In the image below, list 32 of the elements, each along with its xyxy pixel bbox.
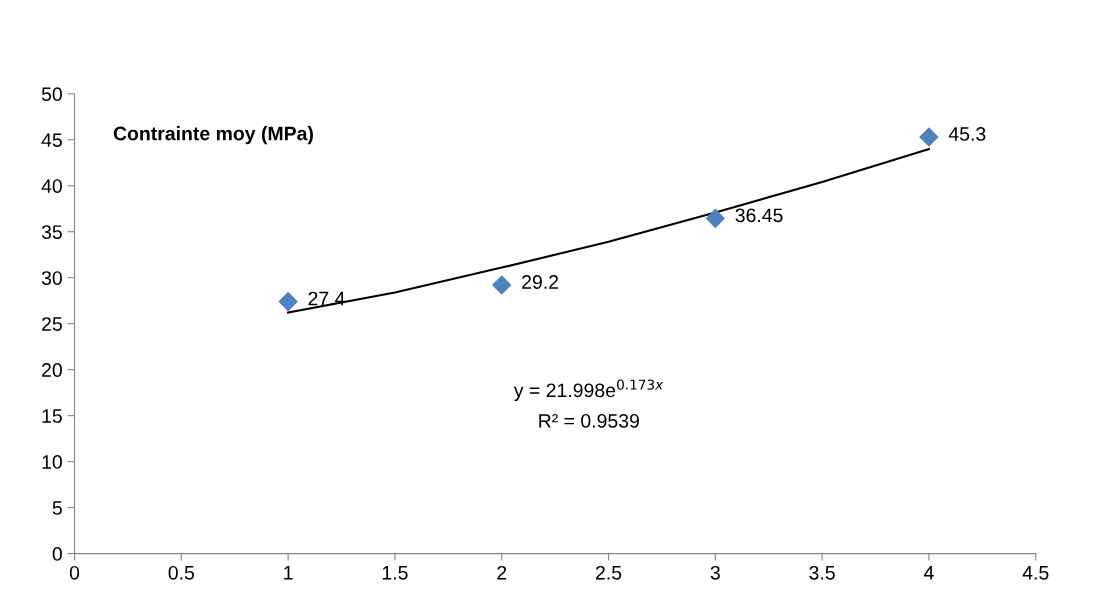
y-tick-label: 20 [42,363,62,377]
y-tick-label: 5 [52,501,62,515]
x-tick-label: 4 [923,566,934,580]
data-label: 45.3 [948,127,986,141]
point [492,275,512,295]
y-tick-label: 25 [42,317,62,331]
y-tick-label: 30 [41,271,62,285]
y-tick-label: 50 [41,87,62,102]
x-tick-label: 1 [284,566,293,580]
y-tick-label: 45 [41,133,62,147]
data-label: 27.4 [308,291,345,306]
y-tick-label: 15 [42,409,62,423]
x-tick-label: 4.5 [1022,566,1049,580]
y-tick-label: 0 [52,547,62,561]
point [278,292,298,312]
y-tick-label: 10 [42,455,62,469]
x-tick-label: 0.5 [168,565,195,580]
annotation: R² = 0.9539 [539,413,639,428]
x-tick-label: 1.5 [382,566,408,580]
y-tick-label: 40 [41,179,62,193]
point [705,208,725,228]
x-tick-label: 0 [69,565,80,580]
text: Contrainte moy (MPa) [113,126,313,145]
data-label: 29.2 [522,275,559,289]
x-tick-label: 2 [497,565,507,580]
x-tick-label: 3 [710,565,720,580]
x-tick-label: 3.5 [809,565,835,580]
data-label: 36.45 [735,208,783,223]
point [919,127,939,147]
annotation: y = 21.998e$^{0.173x}$ [513,379,664,402]
y-tick-label: 35 [41,225,62,239]
x-tick-label: 2.5 [595,565,622,580]
